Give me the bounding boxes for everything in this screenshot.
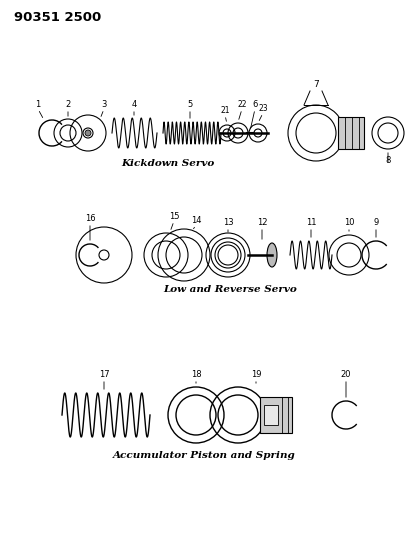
Text: 2: 2 xyxy=(65,100,71,109)
Text: 10: 10 xyxy=(344,218,354,227)
Text: Kickdown Servo: Kickdown Servo xyxy=(121,159,215,168)
Text: Accumulator Piston and Spring: Accumulator Piston and Spring xyxy=(113,451,295,460)
Text: 13: 13 xyxy=(223,218,233,227)
Text: 14: 14 xyxy=(191,216,201,225)
Text: 20: 20 xyxy=(341,370,351,379)
Text: 8: 8 xyxy=(385,156,391,165)
Text: Low and Reverse Servo: Low and Reverse Servo xyxy=(163,285,297,294)
Text: 3: 3 xyxy=(101,100,106,109)
Text: 21: 21 xyxy=(220,106,230,115)
Text: 22: 22 xyxy=(237,100,247,109)
Text: 7: 7 xyxy=(313,80,319,89)
Text: 90351 2500: 90351 2500 xyxy=(14,11,101,24)
Text: 6: 6 xyxy=(252,100,258,109)
Text: 9: 9 xyxy=(373,218,379,227)
Bar xyxy=(260,397,292,433)
Text: 15: 15 xyxy=(169,212,179,221)
Text: 18: 18 xyxy=(191,370,201,379)
Text: 11: 11 xyxy=(306,218,316,227)
Text: 1: 1 xyxy=(35,100,41,109)
Text: 19: 19 xyxy=(251,370,261,379)
Text: 16: 16 xyxy=(85,214,95,223)
Bar xyxy=(338,117,364,149)
Bar xyxy=(264,405,278,425)
Text: 5: 5 xyxy=(187,100,193,109)
Circle shape xyxy=(85,130,91,136)
Text: 12: 12 xyxy=(257,218,267,227)
Text: 23: 23 xyxy=(258,104,268,113)
Ellipse shape xyxy=(267,243,277,267)
Text: 4: 4 xyxy=(131,100,137,109)
Text: 17: 17 xyxy=(99,370,109,379)
